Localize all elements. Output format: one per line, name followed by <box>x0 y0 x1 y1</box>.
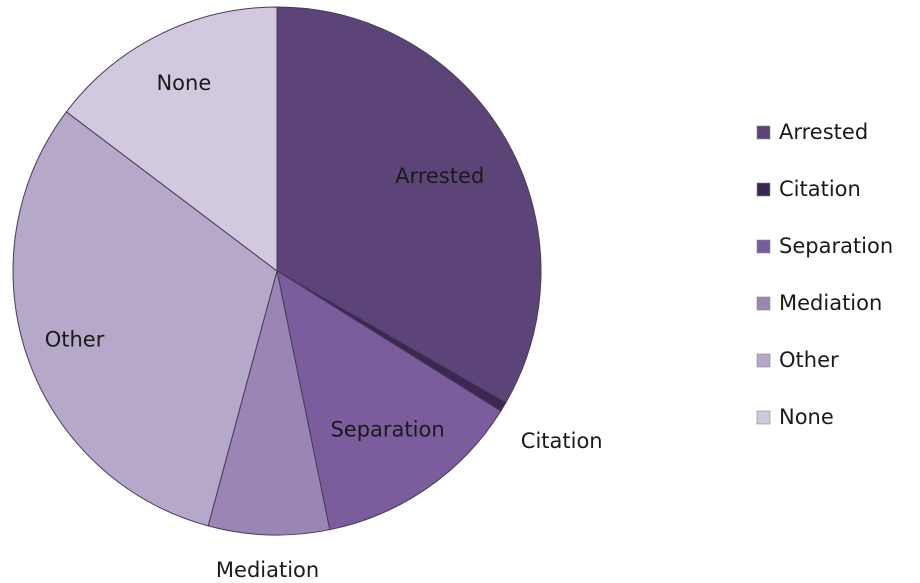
legend-swatch <box>756 125 771 140</box>
slice-label: Separation <box>330 417 444 441</box>
legend-swatch <box>756 410 771 425</box>
slice-label: Arrested <box>395 164 484 188</box>
legend-label: Mediation <box>779 291 882 315</box>
pie-slice <box>65 6 278 273</box>
pie-slice <box>276 269 502 531</box>
pie-slice <box>12 111 278 527</box>
legend-label: Arrested <box>779 120 868 144</box>
legend-swatch <box>756 353 771 368</box>
pie-slice <box>276 6 542 404</box>
slice-labels: Arrested Citation Separation Mediation Other… <box>45 71 603 582</box>
legend-swatch <box>756 296 771 311</box>
legend-label: Separation <box>779 234 893 258</box>
legend-swatch <box>756 182 771 197</box>
slice-label: Citation <box>521 429 603 453</box>
legend: Arrested Citation Separation Mediation Other… <box>756 120 893 429</box>
pie <box>12 6 542 536</box>
slice-label: None <box>156 71 211 95</box>
pie-slice <box>207 270 331 536</box>
slice-label: Mediation <box>216 558 319 582</box>
slice-label: Other <box>45 327 105 351</box>
legend-label: Citation <box>779 177 861 201</box>
legend-swatch <box>756 239 771 254</box>
legend-label: Other <box>779 348 839 372</box>
legend-label: None <box>779 405 834 429</box>
